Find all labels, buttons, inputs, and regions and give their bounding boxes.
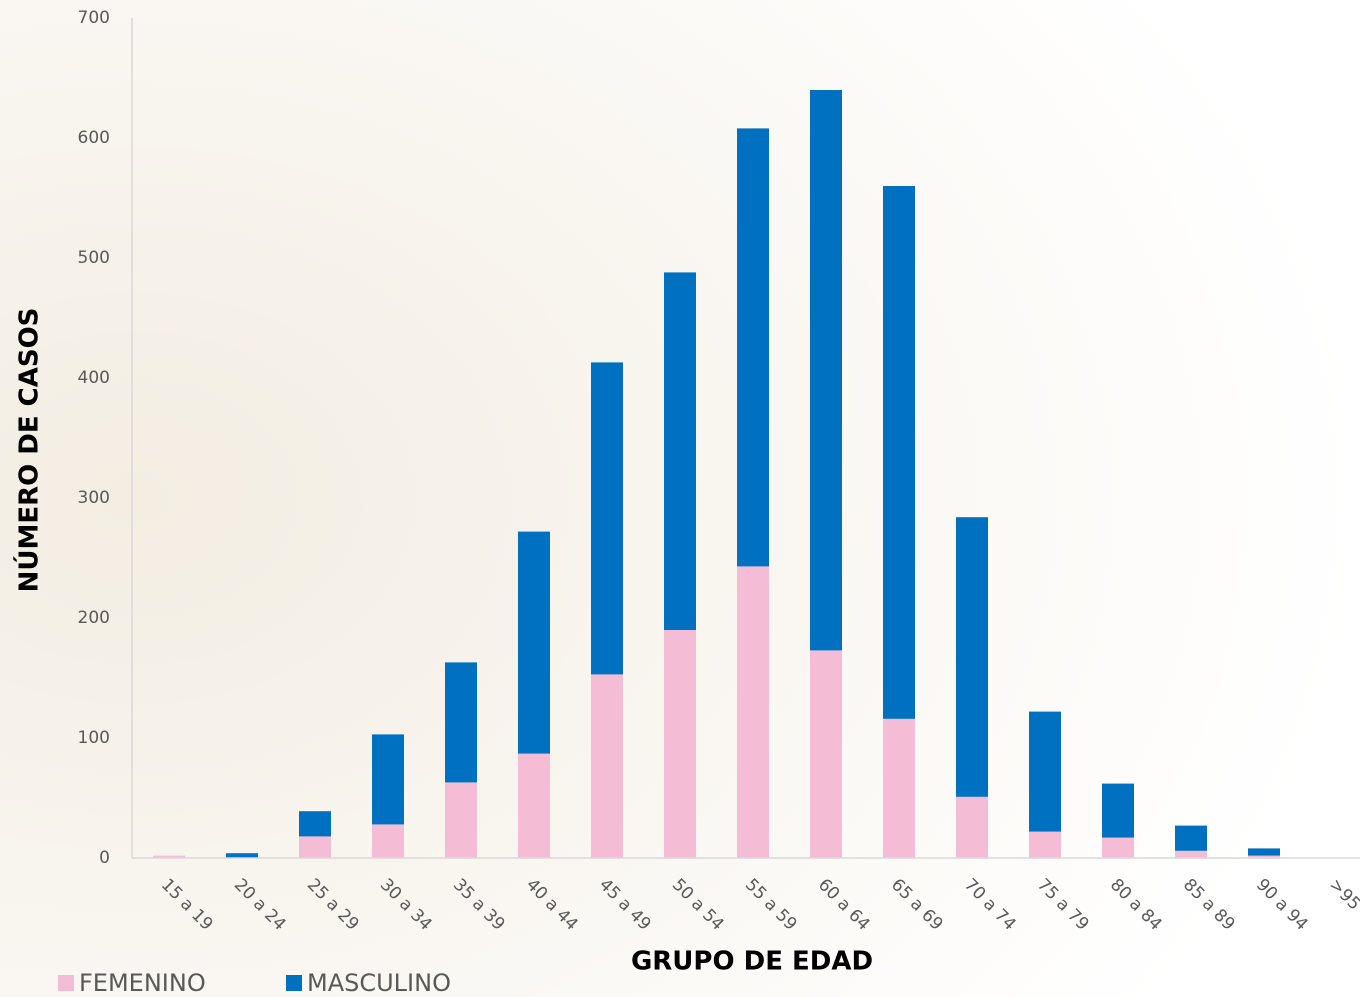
y-tick-label: 600 xyxy=(78,128,110,148)
bar-segment xyxy=(591,362,623,675)
y-tick-label: 700 xyxy=(78,8,110,28)
bar-segment xyxy=(810,650,842,858)
bar-segment xyxy=(1029,711,1061,832)
bar-segment xyxy=(1102,837,1134,858)
bar-segment xyxy=(591,674,623,858)
bar-segment xyxy=(1175,825,1207,851)
bar-segment xyxy=(883,718,915,858)
y-tick-label: 300 xyxy=(78,488,110,508)
x-axis-title: GRUPO DE EDAD xyxy=(631,947,873,977)
bar-segment xyxy=(445,662,477,783)
bar-segment xyxy=(372,734,404,825)
bar-segment xyxy=(299,836,331,858)
bar-segment xyxy=(518,531,550,754)
legend-swatch xyxy=(286,975,302,991)
y-tick-label: 400 xyxy=(78,368,110,388)
bar-segment xyxy=(1175,850,1207,858)
legend-label: FEMENINO xyxy=(79,969,206,997)
y-tick-label: 500 xyxy=(78,248,110,268)
bar-segment xyxy=(153,855,185,858)
y-tick-label: 0 xyxy=(99,848,110,868)
y-axis-title: NÚMERO DE CASOS xyxy=(13,308,45,593)
bar-segment xyxy=(737,566,769,858)
bar-segment xyxy=(810,90,842,651)
bar-segment xyxy=(226,853,258,858)
legend-swatch xyxy=(58,975,74,991)
bar-segment xyxy=(737,128,769,567)
bar-segment xyxy=(1248,855,1280,858)
bar-segment xyxy=(1029,831,1061,858)
bar-segment xyxy=(1102,783,1134,838)
bar-segment xyxy=(518,753,550,858)
bar-segment xyxy=(1248,848,1280,856)
bar-segment xyxy=(372,824,404,858)
y-tick-label: 100 xyxy=(78,728,110,748)
y-tick-label: 200 xyxy=(78,608,110,628)
legend-label: MASCULINO xyxy=(307,969,451,997)
bar-segment xyxy=(664,272,696,630)
bar-segment xyxy=(956,517,988,797)
bar-segment xyxy=(883,186,915,719)
bar-segment xyxy=(299,811,331,837)
bar-segment xyxy=(956,796,988,858)
bar-segment xyxy=(664,630,696,858)
bar-segment xyxy=(445,782,477,858)
